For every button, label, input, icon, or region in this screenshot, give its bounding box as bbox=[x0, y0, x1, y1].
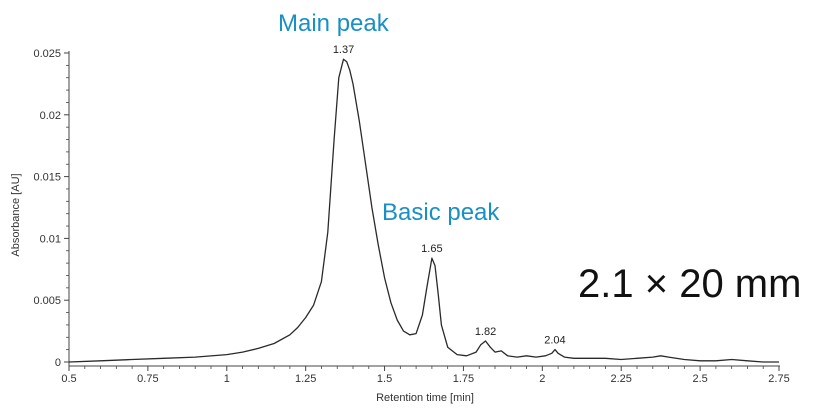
main-peak-annotation: Main peak bbox=[278, 10, 389, 37]
y-tick-label: 0.025 bbox=[33, 48, 61, 60]
y-tick-label: 0 bbox=[55, 357, 61, 369]
y-tick-label: 0.02 bbox=[40, 110, 61, 122]
x-tick-label: 1.5 bbox=[377, 373, 392, 385]
y-axis-title: Absorbance [AU] bbox=[10, 173, 22, 256]
y-tick-label: 0.005 bbox=[33, 295, 61, 307]
column-dimension-annotation: 2.1 × 20 mm bbox=[578, 262, 802, 306]
x-tick-label: 0.5 bbox=[61, 373, 76, 385]
y-tick-label: 0.015 bbox=[33, 172, 61, 184]
chromatogram-trace bbox=[68, 58, 779, 363]
x-tick-label: 2.75 bbox=[768, 373, 789, 385]
basic-peak-annotation: Basic peak bbox=[382, 199, 500, 226]
chart-axes bbox=[68, 51, 780, 367]
x-axis-ticks: 0.5 0.75 1 1.25 1.5 1.75 2 2.25 2.5 2.75 bbox=[61, 366, 790, 385]
y-axis-ticks: 0 0.005 0.01 0.015 0.02 0.025 bbox=[33, 48, 69, 369]
peak-label: 2.04 bbox=[544, 335, 565, 347]
peak-labels: 1.37 1.65 1.82 2.04 bbox=[333, 44, 566, 346]
x-tick-label: 2.25 bbox=[611, 373, 632, 385]
x-tick-label: 2.5 bbox=[692, 373, 707, 385]
x-tick-label: 2 bbox=[539, 373, 545, 385]
x-tick-label: 1.75 bbox=[453, 373, 474, 385]
x-tick-label: 1 bbox=[224, 373, 230, 385]
x-axis-title: Retention time [min] bbox=[376, 392, 474, 404]
x-tick-label: 0.75 bbox=[137, 373, 158, 385]
peak-label: 1.82 bbox=[475, 326, 496, 338]
x-tick-label: 1.25 bbox=[295, 373, 316, 385]
peak-label: 1.37 bbox=[333, 44, 354, 56]
y-tick-label: 0.01 bbox=[40, 233, 61, 245]
peak-label: 1.65 bbox=[421, 243, 442, 255]
